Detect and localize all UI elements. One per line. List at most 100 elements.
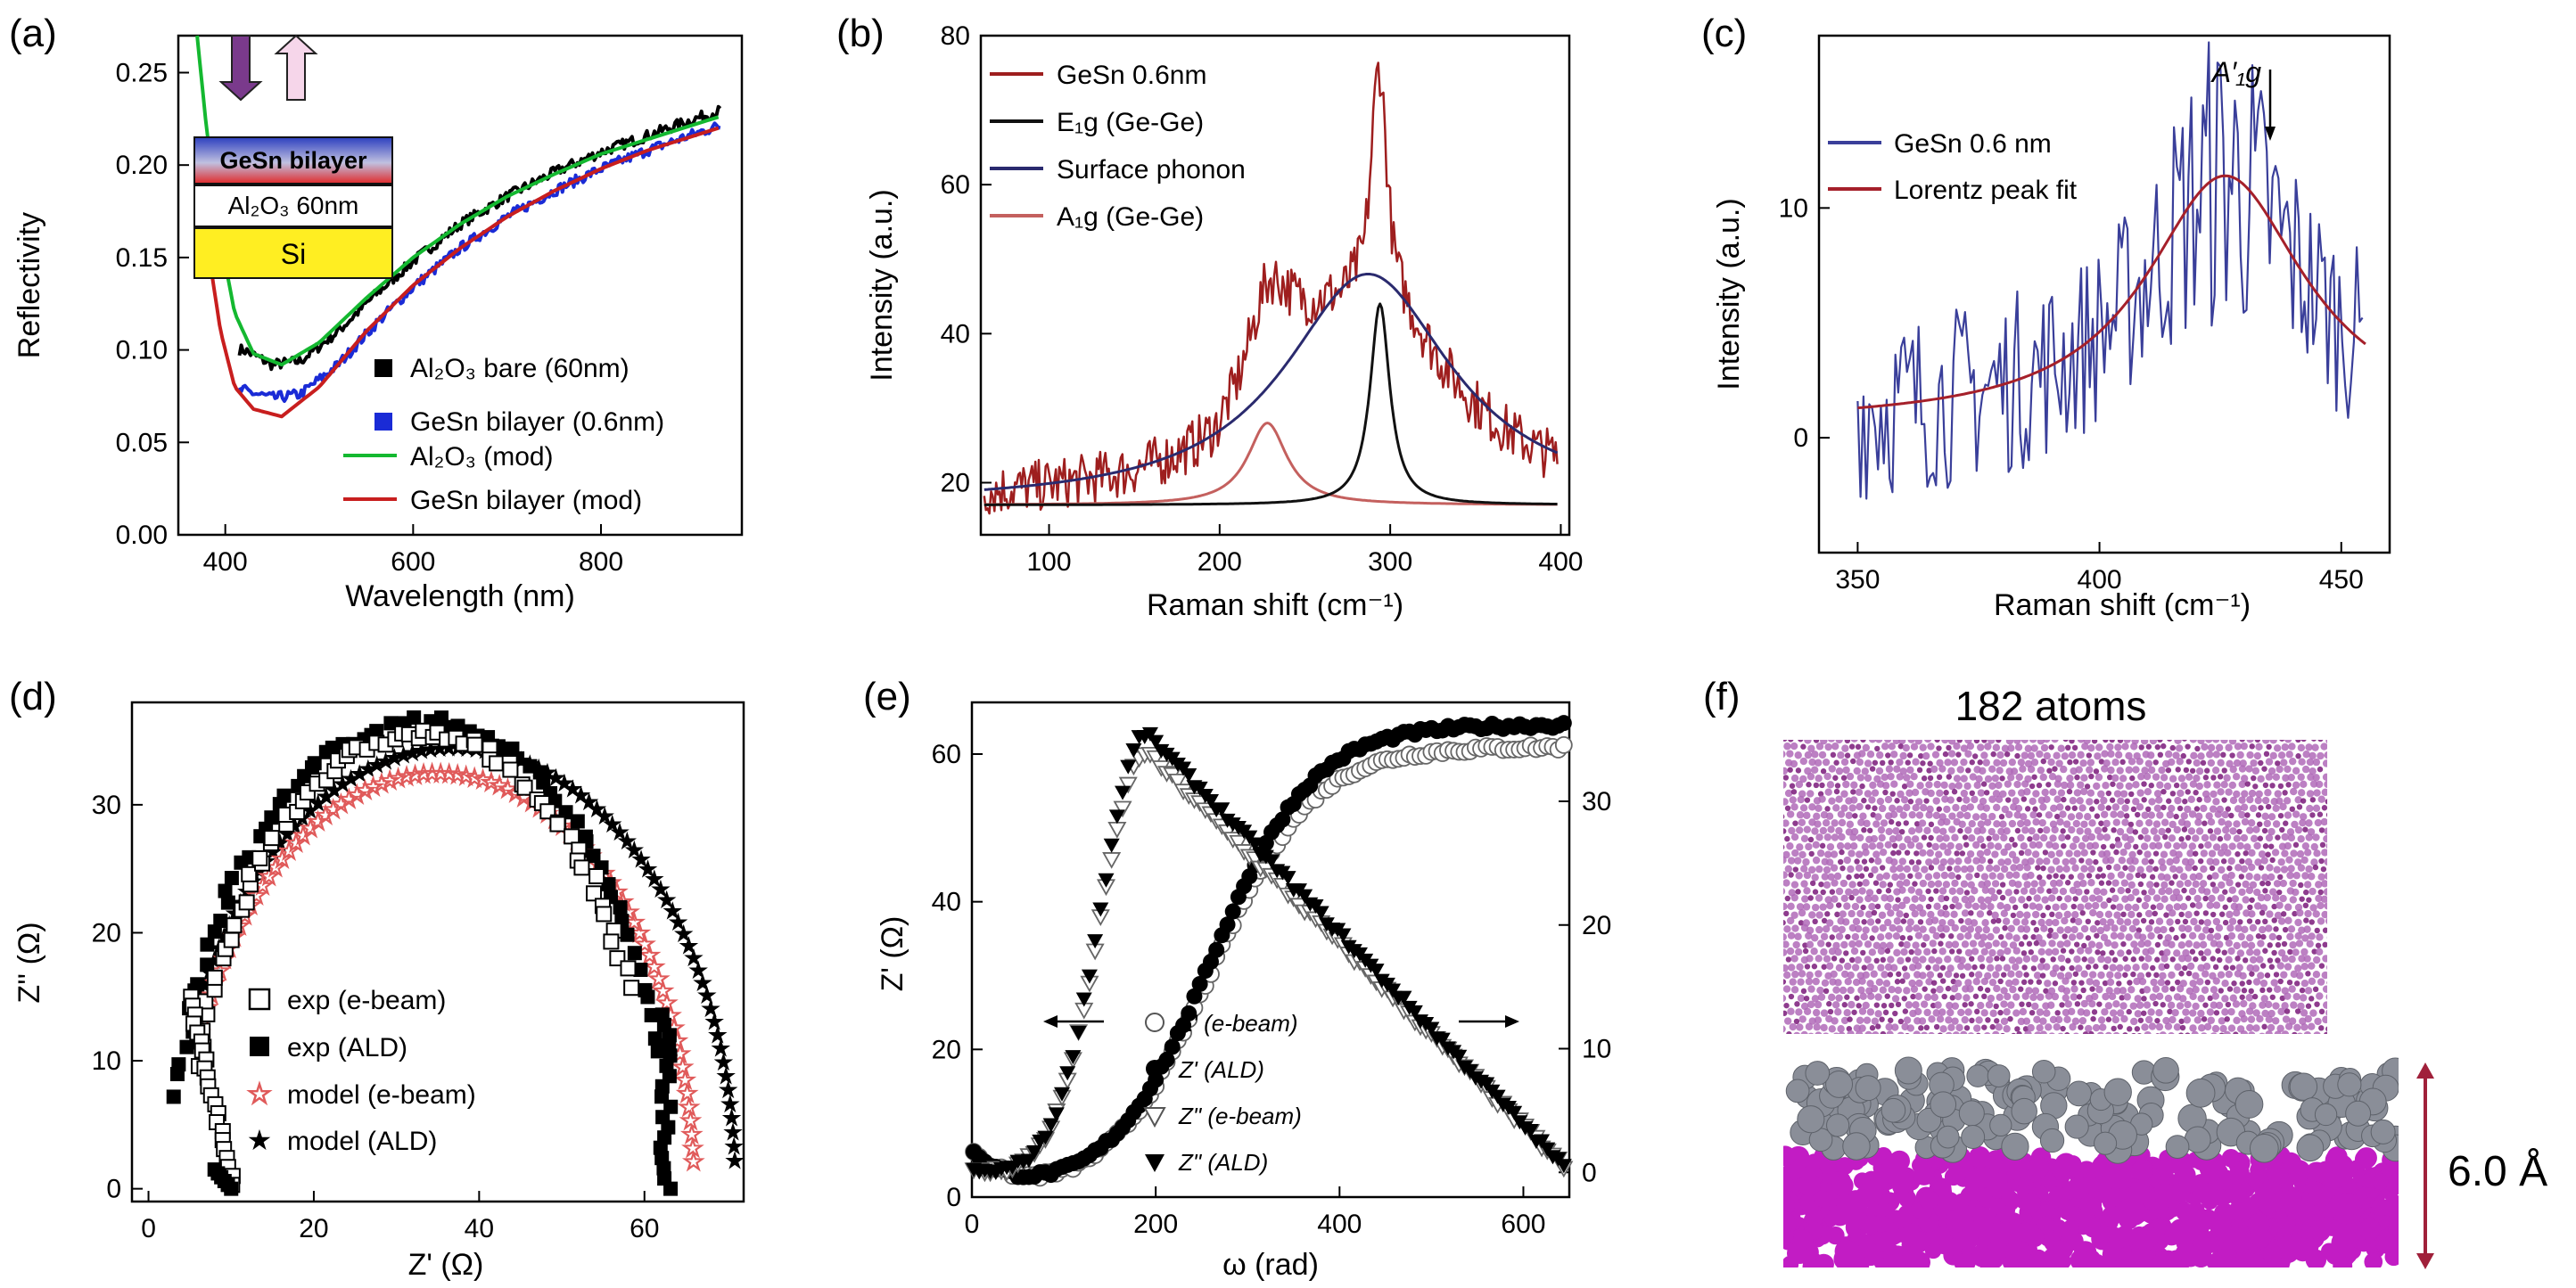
atom [1829, 889, 1836, 895]
atom [2172, 888, 2181, 896]
atom [1840, 940, 1848, 949]
atom [2289, 879, 2297, 888]
atom [2160, 774, 2169, 782]
substrate-atom [1834, 1239, 1858, 1263]
atom [2304, 909, 2312, 918]
atom [2309, 996, 2315, 1002]
point-model-ebeam: ☆ [307, 808, 329, 835]
point-model-ebeam: ☆ [447, 760, 469, 788]
atom [2300, 1023, 2309, 1031]
atom [1854, 873, 1860, 880]
atom [2338, 1002, 2343, 1007]
atom [1817, 993, 1826, 1001]
atom [1894, 979, 1901, 985]
atom [2194, 901, 2203, 910]
atom [2233, 834, 2242, 842]
atom [2338, 835, 2345, 842]
atom [2107, 766, 2115, 775]
atom [1915, 979, 1923, 988]
atom [1966, 849, 1975, 858]
atom [1804, 740, 1812, 744]
substrate-atom [1863, 1243, 1881, 1261]
atom [1885, 888, 1892, 894]
atom [2271, 917, 2277, 923]
atom [2023, 881, 2031, 889]
atom [1852, 813, 1858, 819]
atom [2113, 987, 2121, 995]
atom [2022, 1017, 2031, 1025]
atom [2122, 956, 2128, 962]
atom [1862, 849, 1870, 857]
atom [1804, 964, 1811, 970]
atom [2061, 916, 2069, 925]
substrate-atom [2177, 1242, 2196, 1261]
point-model-ald: ★ [586, 795, 608, 823]
atom [2328, 897, 2335, 904]
atom [2014, 743, 2023, 751]
atom [2166, 798, 2172, 804]
atom [2152, 820, 2161, 828]
atom [2314, 818, 2323, 827]
atom [2008, 956, 2017, 964]
atom [2091, 1009, 2098, 1015]
atom [2154, 841, 2163, 849]
atom [2185, 910, 2193, 919]
atom [1923, 993, 1932, 1002]
atom [1878, 804, 1887, 813]
atom [1875, 767, 1884, 775]
atom [1965, 873, 1973, 881]
point-exp-ebeam [596, 906, 613, 923]
atom [2161, 985, 2169, 993]
substrate-atom [2291, 1202, 2309, 1221]
atom [2309, 887, 2317, 896]
atom [2080, 849, 2088, 857]
atom [2124, 903, 2133, 912]
atom [1784, 805, 1791, 811]
atom [2247, 904, 2253, 911]
atom [1848, 881, 1856, 889]
atom [2136, 866, 2144, 874]
atom [2109, 887, 2116, 893]
atom [2218, 866, 2226, 874]
atom [1901, 965, 1908, 972]
atom [1837, 858, 1844, 866]
atom [1861, 767, 1869, 775]
atom [2336, 866, 2343, 873]
atom [1933, 902, 1941, 911]
substrate-atom [1798, 1173, 1821, 1196]
atom [2258, 759, 2264, 767]
atom [2064, 895, 2072, 903]
atom [2315, 948, 2324, 956]
atom [2331, 926, 2336, 931]
atom [2229, 765, 2237, 774]
atom [2286, 871, 2294, 880]
atom [2073, 1032, 2079, 1034]
point-zim-ald [1098, 873, 1115, 888]
atom [1956, 932, 1964, 941]
atom [1815, 833, 1823, 841]
atom [1881, 971, 1889, 979]
atom [1971, 948, 1979, 956]
atom [2251, 993, 2259, 1000]
point-zim-ald [1247, 837, 1263, 852]
atom [1963, 1025, 1971, 1031]
point-model-ebeam: ☆ [284, 829, 307, 857]
substrate-atom [2290, 1162, 2310, 1182]
point-model-ald: ★ [692, 969, 714, 997]
atom [1934, 880, 1943, 888]
atom [2091, 841, 2100, 849]
atom [2314, 1017, 2322, 1026]
atom [2061, 752, 2069, 760]
atom [1786, 947, 1795, 956]
panel-c-peak-annotation: A′₁g [2210, 56, 2261, 88]
atom [2262, 948, 2268, 954]
panel-f-structure: 182 atoms 6.0 Å [1783, 683, 2547, 1269]
atom [1798, 790, 1806, 798]
substrate-atom [2165, 1257, 2185, 1267]
atom [2056, 940, 2065, 948]
atom [2131, 857, 2139, 866]
atom [2182, 740, 2187, 742]
atom [1903, 865, 1912, 874]
atom [2144, 759, 2153, 767]
atom [2306, 758, 2315, 767]
